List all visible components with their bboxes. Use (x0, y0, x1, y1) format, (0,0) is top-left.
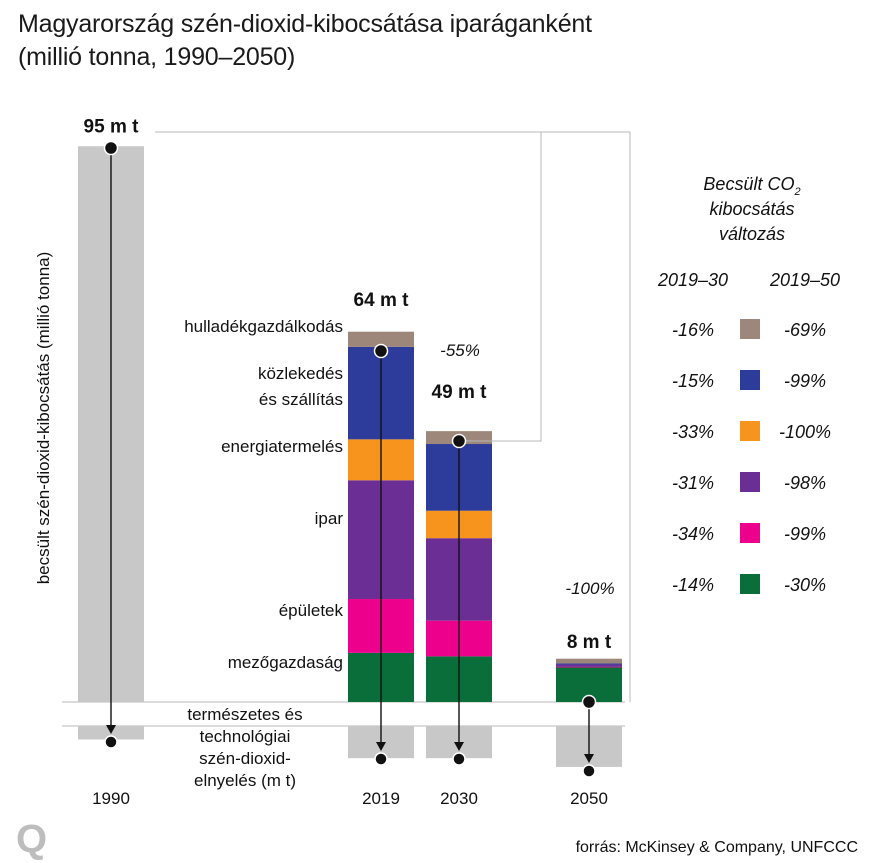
pct-2050: -100% (565, 579, 614, 598)
title-line-1: Magyarország szén-dioxid-kibocsátása ipa… (18, 10, 592, 38)
arrow-2030-start-dot (451, 433, 467, 449)
legend-header-line-3: változás (719, 224, 785, 244)
category-label-2030: 2030 (440, 789, 478, 808)
arrow-2019-head (376, 742, 386, 751)
series-label-4-0: épületek (279, 601, 344, 620)
legend-change-2050-energia: -100% (779, 422, 831, 442)
legend-swatch-mezogazdasag (740, 574, 760, 594)
legend-swatch-energia (740, 421, 760, 441)
legend-swatch-ipar (740, 472, 760, 492)
legend-change-2030-kozlekedes: -15% (672, 371, 714, 391)
source-note: forrás: McKinsey & Company, UNFCCC (576, 839, 858, 856)
legend-change-2050-mezogazdasag: -30% (784, 575, 826, 595)
arrow-2030-end-dot (452, 752, 466, 766)
arrow-2019-start-dot (373, 343, 389, 359)
chart-labels: 95 m t 64 m t 49 m t 8 m t 1990 2019 2030 2050 h… (16, 116, 858, 861)
legend-header-line-2: kibocsátás (709, 199, 794, 219)
arrow-1990-end-dot (104, 735, 118, 749)
total-label-2019: 64 m t (354, 290, 410, 311)
legend-swatch-epuletek (740, 523, 760, 543)
bar-2050-ipar (556, 664, 622, 667)
series-label-1-1: és szállítás (259, 390, 343, 409)
legend-change-2030-energia: -33% (672, 422, 714, 442)
arrow-2050-head (584, 754, 594, 763)
series-label-1-0: közlekedés (258, 364, 343, 383)
total-label-2050: 8 m t (567, 632, 612, 653)
pct-2030: -55% (440, 341, 480, 360)
legend-change-2050-kozlekedes: -99% (784, 371, 826, 391)
arrow-1990-start-dot (103, 140, 119, 156)
legend-swatch-hulladek (740, 319, 760, 339)
y-axis-label: becsült szén-dioxid-kibocsátás (millió t… (34, 252, 53, 585)
sink-label-line-0: természetes és (187, 705, 302, 724)
bar-2019-hulladek (348, 331, 414, 347)
chart-title: Magyarország szén-dioxid-kibocsátása ipa… (18, 8, 592, 74)
legend-change-2030-epuletek: -34% (672, 524, 714, 544)
reference-frame (155, 131, 631, 702)
connector-2030 (460, 132, 542, 442)
legend-change-2050-ipar: -98% (784, 473, 826, 493)
category-label-2050: 2050 (570, 789, 608, 808)
legend-change-2030-mezogazdasag: -14% (672, 575, 714, 595)
bar-2050-hulladek (556, 658, 622, 664)
bar-2050-epuletek (556, 666, 622, 668)
legend-col-2019-50: 2019–50 (769, 270, 840, 290)
legend-header-co: Becsült CO (703, 174, 794, 194)
series-label-3-0: ipar (315, 509, 344, 528)
chart-gridlines (62, 701, 625, 727)
arrow-1990-head (106, 725, 116, 734)
publisher-logo: Q (16, 817, 47, 861)
arrow-2050-start-dot (581, 694, 597, 710)
legend-header-subscript: 2 (793, 186, 800, 198)
total-label-2030: 49 m t (432, 382, 488, 403)
title-line-2: (millió tonna, 1990–2050) (18, 43, 296, 71)
legend-change-2050-epuletek: -99% (784, 524, 826, 544)
arrow-2050-end-dot (582, 764, 596, 778)
bar-2050-kozlekedes (556, 663, 622, 665)
series-label-5-0: mezőgazdaság (228, 653, 343, 672)
sink-label-line-3: elnyelés (m t) (194, 771, 296, 790)
sink-label-line-1: technológiai (200, 727, 291, 746)
legend-change-2030-ipar: -31% (672, 473, 714, 493)
legend-change-2050-hulladek: -69% (784, 320, 826, 340)
series-label-2-0: energiatermelés (221, 437, 343, 456)
category-label-1990: 1990 (92, 789, 130, 808)
series-label-0-0: hulladékgazdálkodás (184, 317, 343, 336)
legend-swatch-kozlekedes (740, 370, 760, 390)
legend-header-line-1: Becsült CO2 (703, 174, 800, 198)
total-label-1990: 95 m t (84, 116, 140, 137)
chart-connectors (103, 131, 631, 778)
arrow-2030-head (454, 742, 464, 751)
sink-label-line-2: szén-dioxid- (199, 749, 291, 768)
legend-change-2030-hulladek: -16% (672, 320, 714, 340)
chart-bars (78, 146, 622, 767)
arrow-2019-end-dot (374, 752, 388, 766)
legend-col-2019-30: 2019–30 (657, 270, 728, 290)
category-label-2019: 2019 (362, 789, 400, 808)
